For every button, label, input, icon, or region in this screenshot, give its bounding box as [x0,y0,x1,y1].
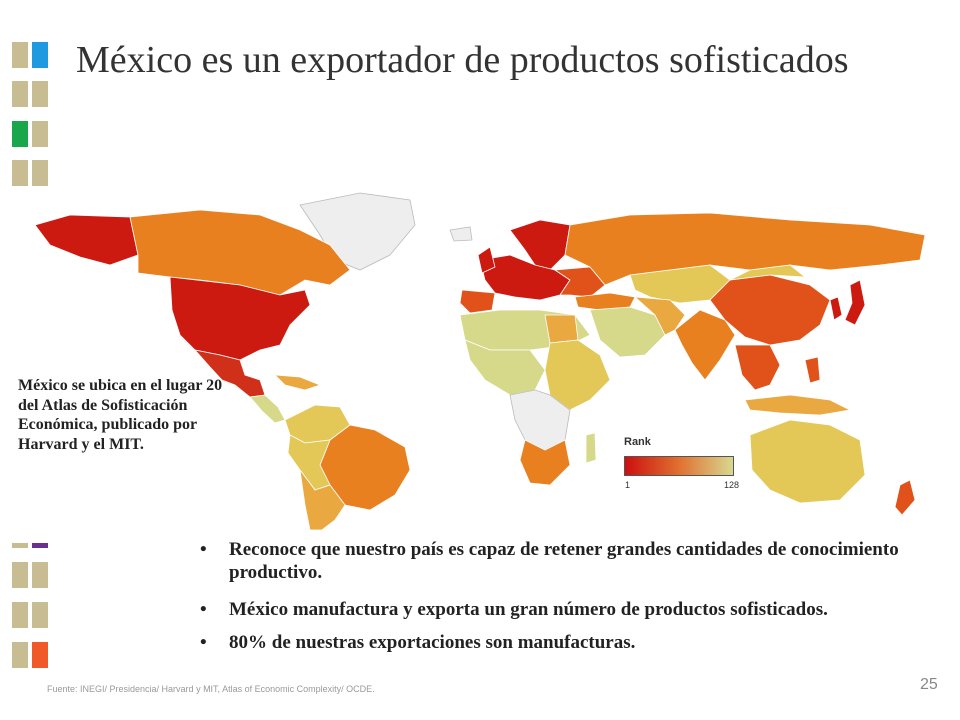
deco-square [32,642,48,668]
bullet-text: 80% de nuestras exportaciones son manufa… [229,632,636,653]
egypt [544,314,579,344]
deco-square [12,42,28,68]
philippines [804,356,821,384]
japan [844,279,866,326]
bullet-item: • México manufactura y exporta un gran n… [196,598,946,621]
bullet-item: • 80% de nuestras exportaciones son manu… [196,631,946,654]
deco-square [12,121,28,147]
map-legend: Rank 1 128 [620,436,740,496]
bullet-text: México manufactura y exporta un gran núm… [229,599,828,620]
bullet-symbol: • [200,632,207,653]
alaska [34,214,139,266]
indonesia [744,394,852,416]
legend-title: Rank [624,436,651,448]
deco-square [12,543,28,548]
iceland [449,226,473,242]
russia [564,212,926,286]
australia [749,419,866,504]
deco-square [32,81,48,107]
southeast-asia [734,344,781,391]
deco-square [32,562,48,588]
deco-square [32,160,48,186]
deco-square [12,642,28,668]
slide-title: México es un exportador de productos sof… [76,39,849,81]
central-america [249,394,286,424]
korea [829,296,843,321]
canada [129,209,351,296]
legend-max-label: 128 [724,480,740,490]
deco-square [12,602,28,628]
india [674,309,736,381]
legend-gradient-bar [624,456,734,476]
madagascar [585,432,597,464]
page-number: 25 [920,676,938,693]
deco-square [32,121,48,147]
source-footnote: Fuente: INEGI/ Presidencia/ Harvard y MI… [47,684,375,694]
bullet-list: • Reconoce que nuestro país es capaz de … [196,538,946,654]
argentina-chile [299,469,346,530]
deco-square [12,562,28,588]
bullet-item: • Reconoce que nuestro país es capaz de … [196,538,946,584]
new-zealand [894,479,916,516]
iberia [459,289,496,314]
bullet-text: Reconoce que nuestro país es capaz de re… [229,539,899,583]
east-africa [544,339,611,411]
deco-square [32,543,48,548]
deco-square [12,160,28,186]
bullet-symbol: • [200,599,207,620]
legend-min-label: 1 [625,480,631,490]
deco-square [32,42,48,68]
deco-square [12,81,28,107]
side-note: México se ubica en el lugar 20 del Atlas… [18,377,223,453]
caribbean [273,374,322,391]
usa [169,276,311,361]
scandinavia [509,219,571,271]
deco-square [32,602,48,628]
world-sophistication-map [34,192,926,530]
bullet-symbol: • [200,539,207,560]
middle-east [589,306,666,358]
mongolia [729,264,807,281]
uk [477,246,496,274]
south-africa [519,439,571,486]
